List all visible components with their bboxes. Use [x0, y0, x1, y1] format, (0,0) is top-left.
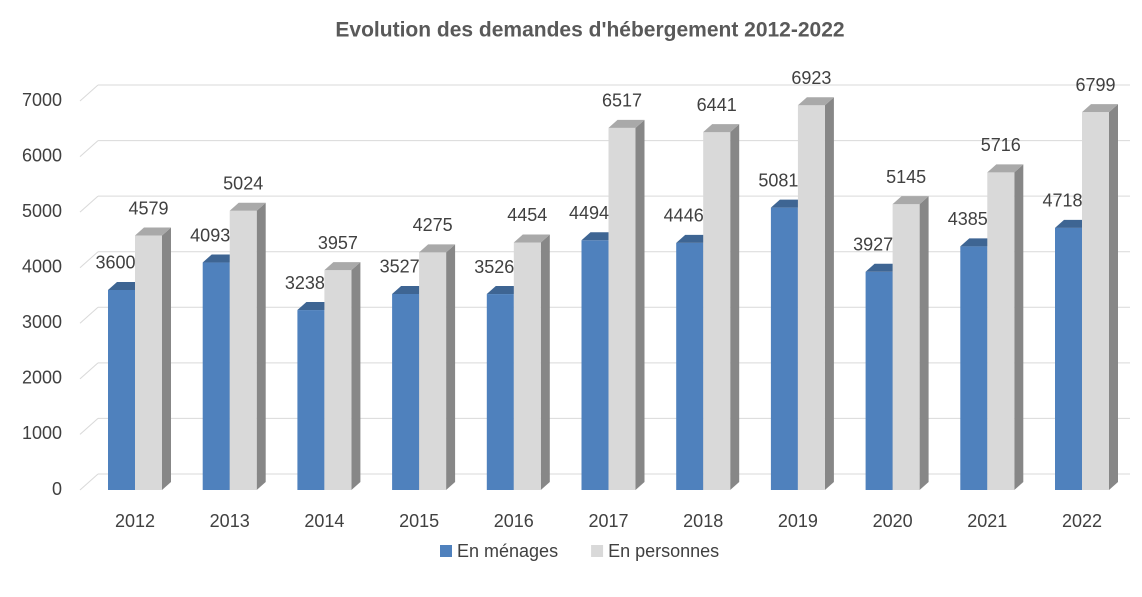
bar	[108, 289, 135, 490]
bar-top	[1082, 104, 1118, 113]
x-tick-label: 2012	[115, 511, 155, 531]
data-label: 3238	[285, 273, 325, 293]
data-label: 4718	[1042, 191, 1082, 211]
bar	[324, 270, 352, 490]
bar-top	[892, 196, 929, 205]
data-label: 6441	[697, 95, 737, 115]
y-tick-label: 7000	[22, 90, 62, 110]
y-tick-label: 6000	[22, 145, 62, 165]
bar-side	[351, 262, 361, 490]
bar-top	[703, 124, 740, 133]
bar	[892, 204, 920, 490]
data-label: 5716	[981, 135, 1021, 155]
bar	[581, 240, 609, 490]
bar-side	[635, 119, 645, 490]
bar-top	[513, 234, 550, 243]
bar-top	[135, 227, 171, 236]
legend-label: En ménages	[457, 541, 558, 561]
x-tick-label: 2020	[873, 511, 913, 531]
bar-side	[446, 244, 456, 490]
bar	[419, 252, 447, 490]
data-label: 3600	[95, 253, 135, 273]
bar	[770, 207, 798, 490]
bar	[1055, 227, 1082, 490]
bar	[797, 105, 825, 491]
x-tick-label: 2022	[1062, 511, 1102, 531]
data-label: 4494	[569, 203, 609, 223]
bar-side	[256, 202, 266, 490]
bar	[1082, 112, 1109, 490]
data-label: 4275	[413, 215, 453, 235]
data-label: 5145	[886, 167, 926, 187]
y-tick-label: 2000	[22, 368, 62, 388]
x-tick-label: 2014	[304, 511, 344, 531]
y-tick-label: 3000	[22, 312, 62, 332]
data-label: 3957	[318, 233, 358, 253]
y-tick-label: 1000	[22, 423, 62, 443]
bar-side	[162, 227, 171, 490]
bar-top	[608, 119, 645, 128]
data-label: 5081	[758, 170, 798, 190]
bar-top	[987, 164, 1024, 173]
bar	[297, 310, 325, 490]
grid-line	[79, 418, 99, 435]
data-label: 4093	[190, 225, 230, 245]
data-label: 4446	[664, 206, 704, 226]
bar	[229, 210, 257, 490]
y-tick-label: 0	[52, 479, 62, 499]
grid-line	[79, 362, 99, 380]
bar	[987, 172, 1015, 491]
data-label: 4454	[507, 205, 547, 225]
grid-line	[79, 473, 99, 491]
grid-line	[79, 84, 99, 102]
data-label: 6799	[1075, 75, 1115, 95]
grid-line	[79, 306, 99, 324]
bar	[608, 127, 636, 490]
x-tick-label: 2021	[967, 511, 1007, 531]
bar	[703, 132, 731, 490]
bar-side	[730, 124, 740, 491]
grid-line	[79, 251, 99, 269]
x-tick-label: 2015	[399, 511, 439, 531]
data-label: 6923	[791, 68, 831, 88]
grid-line	[79, 140, 99, 157]
bar-top	[419, 244, 456, 253]
data-label: 3927	[853, 235, 893, 255]
bar-side	[1109, 104, 1118, 490]
grid-line	[79, 195, 99, 213]
data-label: 5024	[223, 174, 263, 194]
bar	[135, 235, 162, 490]
bar-side	[824, 97, 834, 491]
bar-top	[797, 97, 834, 106]
x-tick-label: 2019	[778, 511, 818, 531]
bar	[486, 294, 514, 490]
bar	[676, 242, 704, 490]
data-label: 4579	[128, 198, 168, 218]
bar-side	[540, 234, 550, 490]
data-label: 6517	[602, 91, 642, 111]
bar	[202, 262, 230, 490]
data-label: 3527	[380, 257, 420, 277]
bar-top	[229, 202, 266, 211]
x-tick-label: 2013	[210, 511, 250, 531]
bar-top	[324, 262, 361, 271]
y-tick-label: 4000	[22, 256, 62, 276]
data-label: 4385	[948, 209, 988, 229]
legend-label: En personnes	[608, 541, 719, 561]
x-tick-label: 2016	[494, 511, 534, 531]
bar	[865, 271, 893, 490]
bar	[392, 293, 420, 490]
y-tick-label: 5000	[22, 201, 62, 221]
bar	[960, 246, 988, 490]
bar	[513, 242, 541, 490]
legend-swatch	[591, 545, 604, 557]
bar-side	[1014, 164, 1024, 491]
bar-side	[919, 196, 929, 490]
x-tick-label: 2018	[683, 511, 723, 531]
x-tick-label: 2017	[588, 511, 628, 531]
legend-swatch	[440, 545, 452, 557]
chart-title: Evolution des demandes d'hébergement 201…	[335, 19, 844, 42]
data-label: 3526	[474, 257, 514, 277]
